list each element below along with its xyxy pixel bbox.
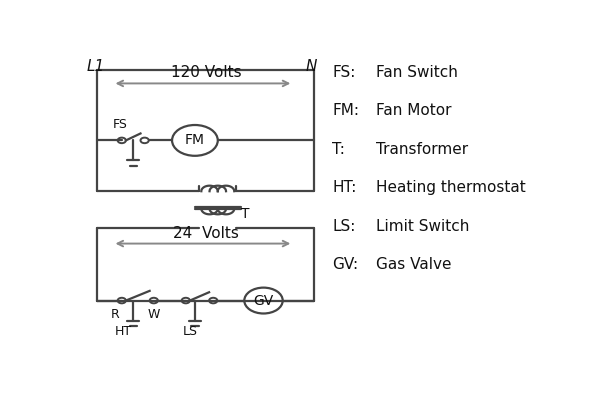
- Text: 24  Volts: 24 Volts: [173, 226, 240, 240]
- Text: GV:: GV:: [332, 258, 358, 272]
- Text: Fan Motor: Fan Motor: [375, 104, 451, 118]
- Text: LS: LS: [183, 325, 198, 338]
- Text: GV: GV: [253, 294, 274, 308]
- Text: FM:: FM:: [332, 104, 359, 118]
- Text: FM: FM: [185, 134, 205, 148]
- Text: T: T: [241, 207, 249, 221]
- Text: T:: T:: [332, 142, 345, 157]
- Text: Fan Switch: Fan Switch: [375, 65, 457, 80]
- Text: HT:: HT:: [332, 180, 356, 196]
- Text: R: R: [110, 308, 119, 321]
- Text: W: W: [148, 308, 160, 321]
- Text: LS:: LS:: [332, 219, 355, 234]
- Text: Transformer: Transformer: [375, 142, 468, 157]
- Text: HT: HT: [114, 325, 132, 338]
- Text: 120 Volts: 120 Volts: [171, 65, 242, 80]
- Text: Gas Valve: Gas Valve: [375, 258, 451, 272]
- Text: FS:: FS:: [332, 65, 355, 80]
- Text: Limit Switch: Limit Switch: [375, 219, 469, 234]
- Text: N: N: [306, 59, 317, 74]
- Text: Heating thermostat: Heating thermostat: [375, 180, 525, 196]
- Text: L1: L1: [86, 59, 104, 74]
- Text: FS: FS: [113, 118, 127, 131]
